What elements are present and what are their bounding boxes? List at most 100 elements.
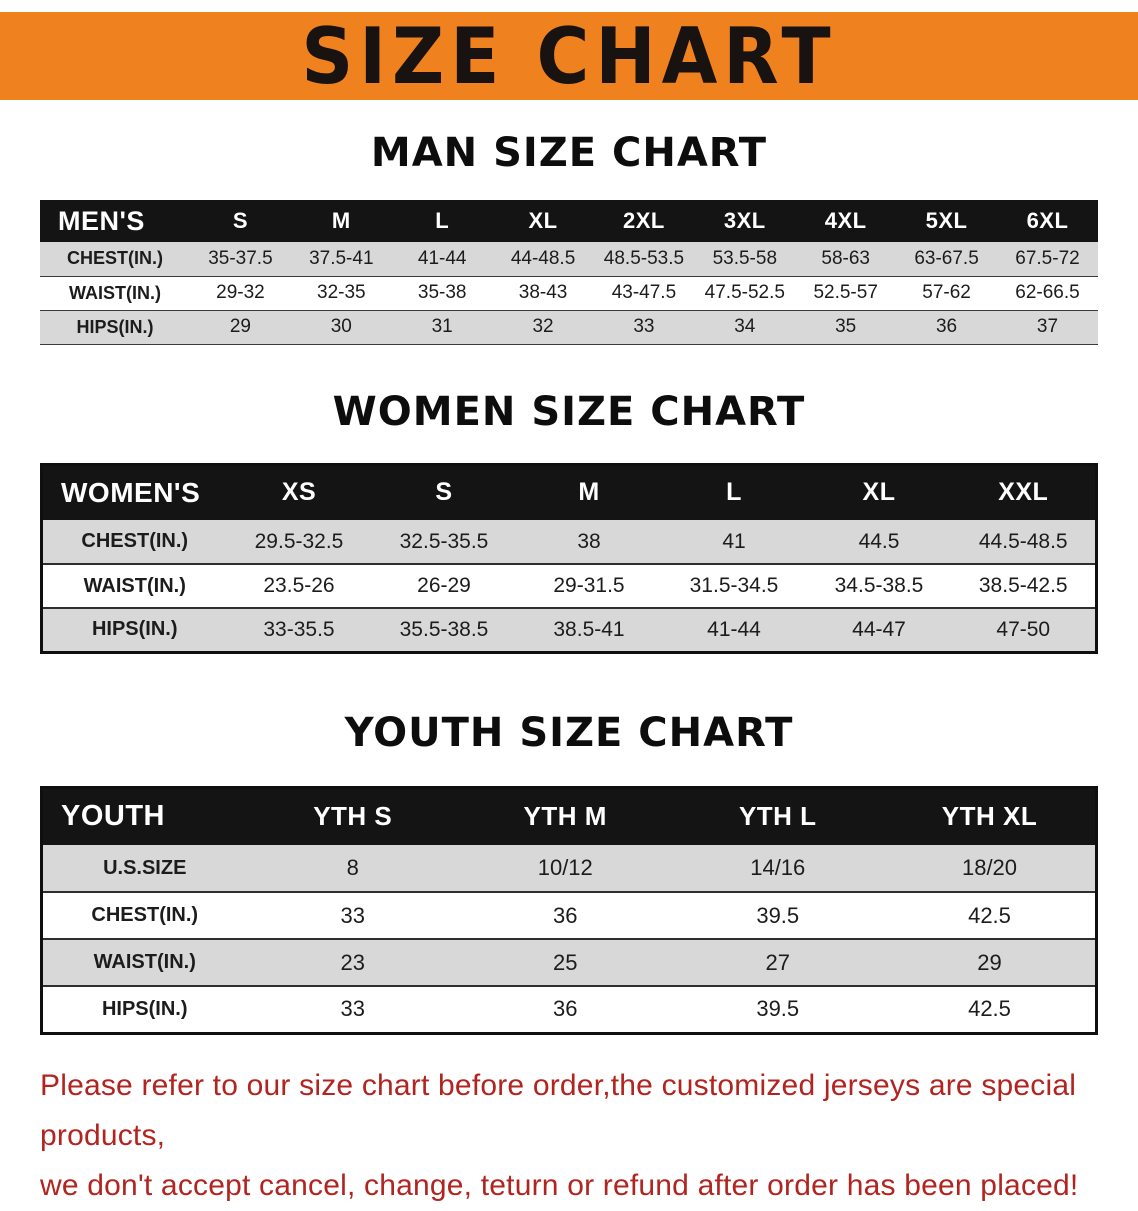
size-value-cell: 36: [935, 316, 958, 337]
size-value-cell: 37: [1036, 316, 1059, 337]
size-value-cell: 44-48.5: [510, 247, 576, 269]
size-value-cell: 44.5: [858, 529, 900, 553]
table-name-cell: MEN'S: [58, 205, 145, 236]
women-section-title: WOMEN SIZE CHART: [332, 388, 806, 435]
size-header-cell: 2XL: [623, 208, 665, 233]
size-header-cell: M: [331, 208, 351, 233]
row-label-cell: WAIST(IN.): [93, 951, 196, 973]
size-value-cell: 29: [977, 949, 1002, 975]
size-value-cell: 41: [722, 529, 746, 553]
size-value-cell: 44.5-48.5: [978, 529, 1068, 553]
size-value-cell: 32: [532, 316, 554, 337]
size-value-cell: 31: [431, 316, 453, 337]
page-title: SIZE CHART: [301, 10, 837, 102]
man-section-title: MAN SIZE CHART: [370, 130, 768, 176]
size-value-cell: 39.5: [756, 996, 800, 1022]
size-value-cell: 41-44: [417, 247, 467, 269]
order-notice: Please refer to our size chart before or…: [40, 1061, 1138, 1211]
size-header-cell: YTH XL: [941, 801, 1038, 832]
size-value-cell: 53.5-58: [712, 247, 778, 269]
man-size-table: MEN'S S M L XL 2XL 3XL 4XL 5XL 6XL CHEST(IN.) 35-37…: [40, 200, 1098, 345]
size-value-cell: 33: [340, 996, 365, 1022]
size-value-cell: 30: [330, 316, 352, 337]
size-value-cell: 25: [553, 949, 578, 975]
measurement-row: HIPS(IN.) 33-35.5 35.5-38.5 38.5-41 41-44 44-…: [41, 608, 1097, 652]
size-header-cell: L: [435, 208, 450, 233]
size-value-cell: 41-44: [707, 617, 761, 641]
measurement-row: CHEST(IN.) 33 36 39.5 42.5: [41, 892, 1097, 939]
table-name-cell: YOUTH: [61, 800, 165, 833]
row-label-cell: HIPS(IN.): [91, 618, 178, 641]
size-value-cell: 48.5-53.5: [603, 247, 685, 269]
order-notice-line-1: Please refer to our size chart before or…: [40, 1068, 1077, 1152]
size-value-cell: 36: [553, 902, 578, 928]
size-header-cell: S: [232, 208, 249, 233]
size-value-cell: 23.5-26: [263, 574, 335, 597]
size-header-cell: XXL: [998, 478, 1049, 507]
size-value-cell: 47-50: [996, 617, 1051, 641]
youth-size-table: YOUTH YTH S YTH M YTH L YTH XL U.S.SIZE 8 10/12…: [40, 785, 1098, 1035]
table-name-cell: WOMEN'S: [61, 476, 201, 508]
table-header-row: MEN'S S M L XL 2XL 3XL 4XL 5XL 6XL: [40, 200, 1098, 242]
size-value-cell: 33: [633, 316, 655, 337]
youth-size-section: YOUTH SIZE CHART YOUTH YTH S YTH M YTH L YTH…: [0, 710, 1138, 1035]
size-value-cell: 23: [340, 949, 365, 975]
measurement-row: HIPS(IN.) 29 30 31 32 33 34 35 36 37: [40, 310, 1098, 344]
measurement-row: WAIST(IN.) 29-32 32-35 35-38 38-43 43-47.5 47.…: [40, 276, 1098, 310]
size-value-cell: 36: [553, 996, 578, 1022]
size-value-cell: 10/12: [537, 855, 593, 880]
size-header-cell: L: [726, 478, 742, 507]
size-header-cell: S: [435, 478, 453, 507]
size-value-cell: 35-37.5: [208, 247, 273, 269]
order-notice-line-2: we don't accept cancel, change, teturn o…: [40, 1168, 1079, 1202]
women-size-table: WOMEN'S XS S M L XL XXL CHEST(IN.) 29.5-32.5 32.5…: [40, 462, 1098, 654]
size-value-cell: 57-62: [922, 282, 971, 303]
size-value-cell: 67.5-72: [1015, 247, 1080, 269]
row-label-cell: CHEST(IN.): [67, 248, 163, 269]
size-value-cell: 62-66.5: [1015, 282, 1080, 303]
size-header-cell: XL: [862, 478, 896, 507]
size-value-cell: 33: [340, 902, 365, 928]
size-value-cell: 58-63: [821, 247, 870, 269]
size-header-cell: M: [578, 478, 600, 507]
size-value-cell: 63-67.5: [914, 247, 979, 269]
size-value-cell: 32-35: [317, 282, 366, 303]
size-value-cell: 38.5-42.5: [978, 574, 1068, 597]
women-size-section: WOMEN SIZE CHART WOMEN'S XS S M L XL XXL CHEST(…: [0, 389, 1138, 654]
size-value-cell: 38-43: [518, 282, 568, 303]
size-header-cell: YTH L: [738, 801, 817, 832]
row-label-cell: WAIST(IN.): [83, 574, 186, 597]
size-value-cell: 34.5-38.5: [834, 574, 924, 597]
size-value-cell: 35-38: [417, 282, 467, 303]
youth-section-title: YOUTH SIZE CHART: [344, 709, 794, 756]
size-value-cell: 52.5-57: [813, 282, 878, 303]
size-value-cell: 38.5-41: [553, 617, 625, 641]
size-value-cell: 33-35.5: [263, 617, 335, 641]
measurement-row: CHEST(IN.) 35-37.5 37.5-41 41-44 44-48.5 48.5…: [40, 242, 1098, 276]
measurement-row: WAIST(IN.) 23 25 27 29: [41, 939, 1097, 986]
row-label-cell: HIPS(IN.): [76, 316, 154, 337]
size-value-cell: 29: [229, 316, 251, 337]
measurement-row: WAIST(IN.) 23.5-26 26-29 29-31.5 31.5-34.5 34…: [41, 564, 1097, 608]
size-header-cell: 3XL: [723, 208, 766, 233]
size-value-cell: 27: [765, 949, 790, 975]
size-value-cell: 43-47.5: [611, 282, 677, 303]
size-value-cell: 26-29: [417, 574, 471, 597]
measurement-row: HIPS(IN.) 33 36 39.5 42.5: [41, 986, 1097, 1033]
size-header-cell: YTH M: [523, 801, 607, 832]
size-value-cell: 35: [835, 316, 857, 337]
size-header-cell: XS: [281, 478, 317, 507]
size-header-cell: 6XL: [1026, 208, 1069, 233]
size-value-cell: 31.5-34.5: [689, 574, 779, 597]
size-header-cell: YTH S: [313, 801, 393, 832]
size-value-cell: 29-32: [216, 282, 265, 303]
size-value-cell: 34: [734, 316, 756, 337]
size-value-cell: 44-47: [852, 617, 906, 641]
size-value-cell: 37.5-41: [309, 247, 374, 269]
size-value-cell: 35.5-38.5: [399, 617, 489, 641]
size-value-cell: 29-31.5: [553, 574, 625, 597]
size-value-cell: 47.5-52.5: [704, 282, 785, 303]
size-value-cell: 14/16: [750, 855, 806, 880]
size-value-cell: 29.5-32.5: [254, 529, 344, 553]
size-value-cell: 38: [577, 529, 601, 553]
